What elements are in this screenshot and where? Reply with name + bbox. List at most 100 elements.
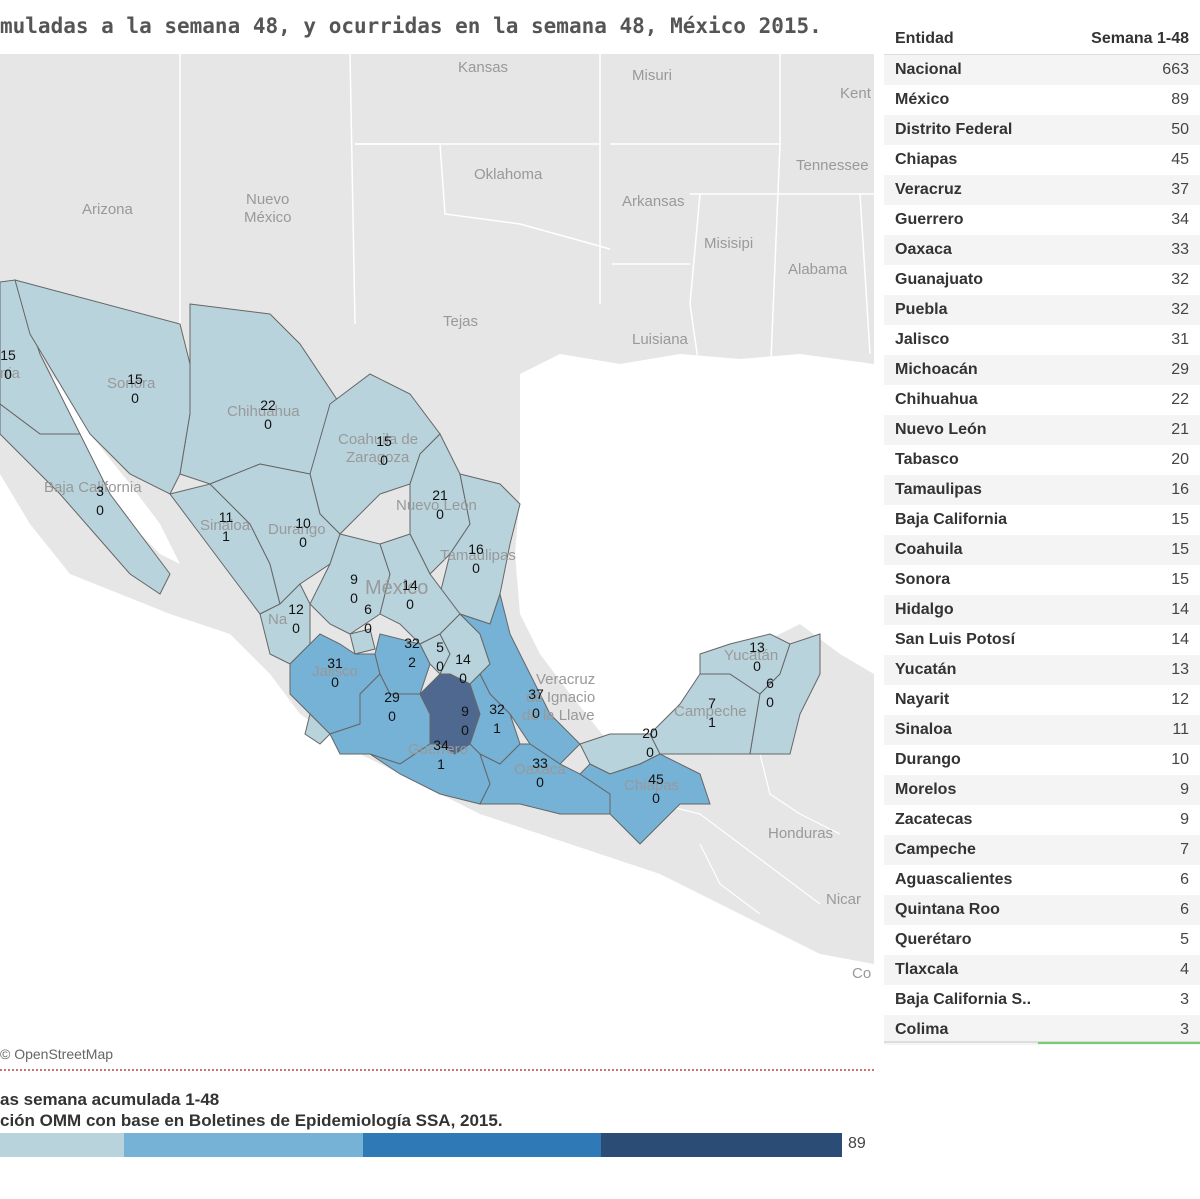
cell-entidad: Zacatecas [895,811,973,828]
table-row[interactable]: Tamaulipas 16 [884,475,1200,505]
data-table: Entidad Semana 1-48 Nacional 663 México 89 D… [884,24,1200,1045]
table-header: Entidad Semana 1-48 [884,24,1200,55]
cell-entidad: Nacional [895,61,962,78]
cell-semana: 3 [1180,991,1189,1008]
value-zac-week: 0 [350,590,358,606]
table-row[interactable]: Aguascalientes 6 [884,865,1200,895]
state-bcs[interactable] [0,403,171,595]
table-row[interactable]: Yucatán 13 [884,655,1200,685]
cell-semana: 9 [1180,811,1189,828]
table-row[interactable]: Distrito Federal 50 [884,115,1200,145]
table-row[interactable]: Sonora 15 [884,565,1200,595]
state-label-2-b: Zaragoza [346,449,410,466]
cell-semana: 33 [1171,241,1189,258]
table-row[interactable]: Nuevo León 21 [884,415,1200,445]
table-row[interactable]: Coahuila 15 [884,535,1200,565]
table-row[interactable]: San Luis Potosí 14 [884,625,1200,655]
value-oax-week: 0 [536,774,544,790]
choropleth-map[interactable]: Kansas Misuri Kent Oklahoma Tennessee Arkansa… [0,54,874,1070]
cell-entidad: Baja California [895,511,1008,528]
cell-semana: 37 [1171,181,1189,198]
map-attribution: © OpenStreetMap [0,1046,114,1062]
table-row[interactable]: Baja California 15 [884,505,1200,535]
map-label-10: Tejas [443,313,478,330]
cell-semana: 32 [1171,301,1189,318]
background-labels: Kansas Misuri Kent Oklahoma Tennessee Arkansa… [82,59,872,982]
cell-semana: 5 [1180,931,1189,948]
table-row[interactable]: Hidalgo 14 [884,595,1200,625]
table-row[interactable]: México 89 [884,85,1200,115]
cell-entidad: Guerrero [895,211,964,228]
legend-title: as semana acumulada 1-48 [0,1090,220,1109]
cell-semana: 29 [1171,361,1189,378]
table-row[interactable]: Jalisco 31 [884,325,1200,355]
state-label-7: Tamaulipas [440,547,516,564]
value-bc-week: 0 [4,366,12,382]
table-row[interactable]: Colima 3 [884,1015,1200,1045]
cell-semana: 14 [1171,601,1189,618]
state-nay[interactable] [259,583,311,665]
cell-semana: 34 [1171,211,1189,228]
state-label-6: Durango [268,521,326,538]
value-hgo-total: 14 [455,651,471,667]
value-nl-total: 21 [432,487,448,503]
table-row[interactable]: Quintana Roo 6 [884,895,1200,925]
table-row[interactable]: Guerrero 34 [884,205,1200,235]
value-mex-week: 0 [461,722,469,738]
value-pue-total: 32 [489,701,505,717]
value-slp-total: 14 [402,577,418,593]
state-col[interactable] [304,713,331,745]
table-row[interactable]: Zacatecas 9 [884,805,1200,835]
state-qroo[interactable] [749,633,821,755]
value-jal-week: 0 [331,674,339,690]
legend-source: ción OMM con base en Boletines de Epidem… [0,1111,503,1130]
state-label-16: nia [0,365,21,382]
cell-semana: 31 [1171,331,1189,348]
table-row[interactable]: Querétaro 5 [884,925,1200,955]
value-yuc-week: 0 [753,658,761,674]
table-row[interactable]: Michoacán 29 [884,355,1200,385]
map-label-9: Alabama [788,261,848,278]
state-label-14-c: de la Llave [522,707,595,724]
state-label-8: Jalisco [312,663,358,680]
table-row[interactable]: Nayarit 12 [884,685,1200,715]
table-row[interactable]: Oaxaca 33 [884,235,1200,265]
header-entidad[interactable]: Entidad [895,30,954,47]
value-chih-total: 22 [260,397,276,413]
cell-semana: 15 [1171,541,1189,558]
value-tamps-total: 16 [468,541,484,557]
cell-entidad: Tabasco [895,451,959,468]
cell-entidad: Sinaloa [895,721,952,738]
table-row[interactable]: Durango 10 [884,745,1200,775]
state-ags[interactable] [349,628,376,655]
cell-entidad: Nayarit [895,691,950,708]
table-row[interactable]: Campeche 7 [884,835,1200,865]
state-label-11: Chiapas [624,777,679,794]
cell-semana: 50 [1171,121,1189,138]
table-row[interactable]: Sinaloa 11 [884,715,1200,745]
header-semana[interactable]: Semana 1-48 [1091,30,1189,47]
table-row[interactable]: Chihuahua 22 [884,385,1200,415]
table-scroll-indicator [1038,1042,1200,1044]
table-row[interactable]: Tabasco 20 [884,445,1200,475]
table-row[interactable]: Veracruz 37 [884,175,1200,205]
state-label-1: Chihuahua [227,403,300,420]
map-label-0: Kansas [458,59,508,76]
table-row[interactable]: Nacional 663 [884,55,1200,85]
legend-segment-2 [124,1133,363,1157]
table-row[interactable]: Guanajuato 32 [884,265,1200,295]
value-ags-week: 0 [364,620,372,636]
cell-semana: 15 [1171,571,1189,588]
value-nl-week: 0 [436,506,444,522]
cell-entidad: Chiapas [895,151,958,168]
table-row[interactable]: Morelos 9 [884,775,1200,805]
table-row[interactable]: Baja California S.. 3 [884,985,1200,1015]
table-row[interactable]: Puebla 32 [884,295,1200,325]
value-tamps-week: 0 [472,560,480,576]
value-chih-week: 0 [264,416,272,432]
state-chis[interactable] [579,753,711,845]
state-gro[interactable] [369,743,491,805]
table-row[interactable]: Tlaxcala 4 [884,955,1200,985]
table-row[interactable]: Chiapas 45 [884,145,1200,175]
